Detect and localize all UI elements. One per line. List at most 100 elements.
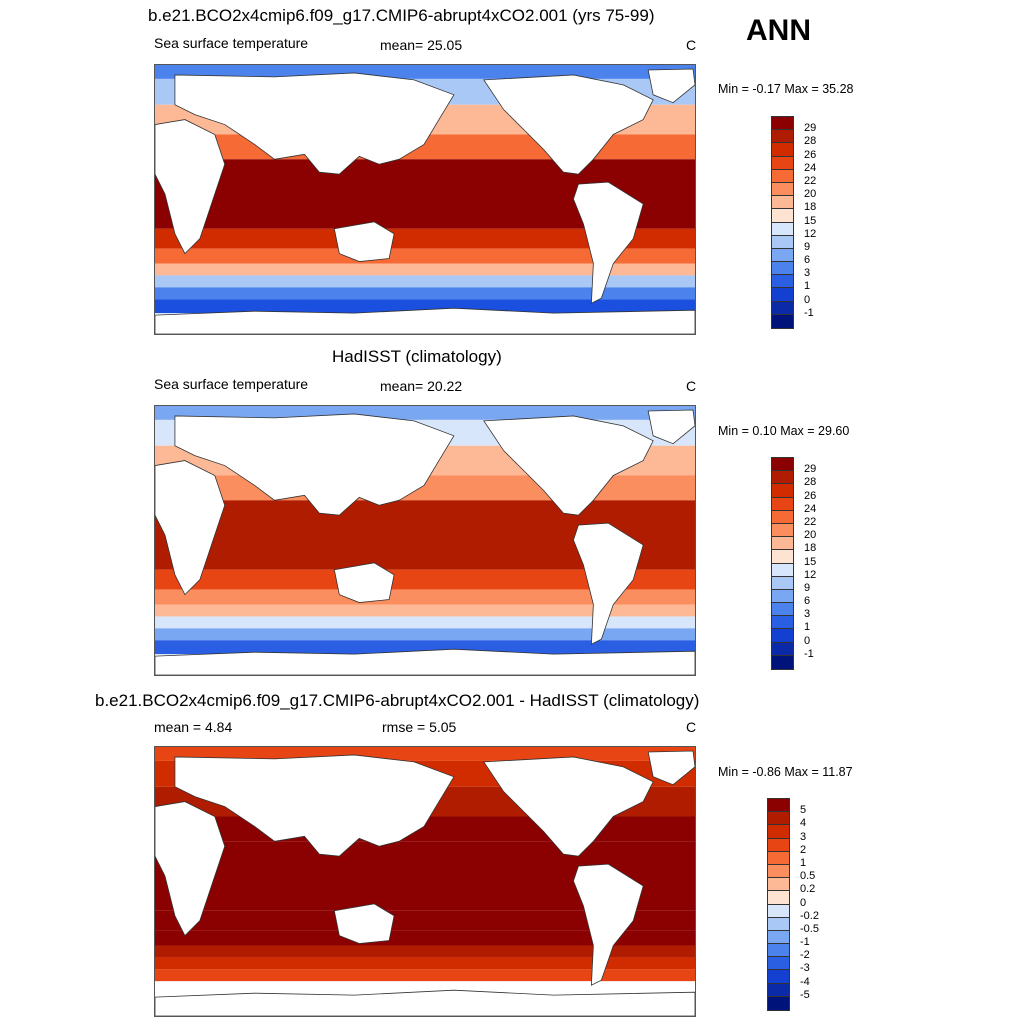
landmass bbox=[155, 648, 695, 675]
colorbar-swatch bbox=[768, 944, 789, 958]
colorbar-tick-label: 9 bbox=[804, 581, 811, 594]
temperature-band bbox=[155, 969, 695, 982]
colorbar-tick-label: 29 bbox=[804, 122, 817, 135]
colorbar-tick-label: 12 bbox=[804, 227, 817, 240]
colorbar-tick-label: 26 bbox=[804, 489, 817, 502]
colorbar-swatch bbox=[772, 537, 793, 551]
colorbar-tick-label: 1 bbox=[804, 621, 811, 634]
colorbar-swatch bbox=[772, 209, 793, 223]
colorbar-swatch bbox=[772, 222, 793, 236]
panel2-colorbar bbox=[771, 457, 794, 670]
panel1-mean-label: mean= 25.05 bbox=[380, 37, 463, 53]
colorbar-tick-label: 12 bbox=[804, 568, 817, 581]
colorbar-tick-label: 20 bbox=[804, 188, 817, 201]
landmass bbox=[155, 989, 695, 1016]
colorbar-swatch bbox=[772, 182, 793, 197]
colorbar-swatch bbox=[768, 825, 789, 839]
colorbar-swatch bbox=[768, 864, 789, 879]
panel3-minmax: Min = -0.86 Max = 11.87 bbox=[718, 765, 853, 779]
colorbar-tick-label: -0.5 bbox=[800, 922, 819, 935]
colorbar-swatch bbox=[772, 262, 793, 276]
landmass bbox=[573, 181, 644, 304]
landmass bbox=[155, 307, 695, 334]
temperature-band bbox=[155, 287, 695, 300]
landmass bbox=[647, 750, 695, 786]
colorbar-tick-label: 0 bbox=[804, 293, 811, 306]
colorbar-swatch bbox=[768, 851, 789, 865]
colorbar-swatch bbox=[772, 235, 793, 249]
landmass bbox=[174, 72, 455, 175]
colorbar-tick-label: 0 bbox=[804, 634, 811, 647]
temperature-band bbox=[155, 228, 695, 249]
panel1-title: b.e21.BCO2x4cmip6.f09_g17.CMIP6-abrupt4x… bbox=[148, 6, 655, 25]
landmass bbox=[174, 754, 455, 857]
colorbar-tick-label: 26 bbox=[804, 148, 817, 161]
colorbar-swatch bbox=[768, 891, 789, 905]
landmass bbox=[174, 413, 455, 516]
colorbar-tick-label: 5 bbox=[800, 804, 807, 817]
colorbar-swatch bbox=[772, 484, 793, 498]
colorbar-tick-label: 4 bbox=[800, 817, 807, 830]
panel3-map bbox=[154, 746, 696, 1017]
landmass bbox=[155, 119, 226, 255]
colorbar-tick-label: 15 bbox=[804, 214, 817, 227]
panel1-map bbox=[154, 64, 696, 335]
landmass bbox=[483, 756, 654, 857]
panel2-map bbox=[154, 405, 696, 676]
sst-field bbox=[155, 65, 695, 334]
colorbar-swatch bbox=[772, 301, 793, 315]
colorbar-swatch bbox=[772, 143, 793, 157]
temperature-band bbox=[155, 930, 695, 946]
panel2-units: C bbox=[686, 378, 697, 394]
panel1-variable-label: Sea surface temperature bbox=[154, 35, 309, 51]
colorbar-swatch bbox=[772, 288, 793, 302]
landmass bbox=[333, 221, 395, 262]
colorbar-swatch bbox=[768, 983, 789, 997]
temperature-band bbox=[155, 299, 695, 314]
colorbar-tick-label: 2 bbox=[800, 843, 807, 856]
colorbar-swatch bbox=[772, 169, 793, 183]
colorbar-swatch bbox=[772, 629, 793, 643]
temperature-band bbox=[155, 604, 695, 617]
colorbar-tick-label: -4 bbox=[800, 975, 810, 988]
temperature-band bbox=[155, 640, 695, 655]
colorbar-tick-label: -1 bbox=[800, 936, 810, 949]
colorbar-tick-label: 0.2 bbox=[800, 883, 816, 896]
temperature-band bbox=[155, 945, 695, 958]
sst-field bbox=[155, 747, 695, 1016]
panel2-title: HadISST (climatology) bbox=[332, 347, 502, 366]
colorbar-tick-label: 3 bbox=[804, 267, 811, 280]
landmass bbox=[573, 522, 644, 645]
colorbar-swatch bbox=[768, 970, 789, 984]
colorbar-tick-label: 28 bbox=[804, 135, 817, 148]
sst-field bbox=[155, 406, 695, 675]
colorbar-swatch bbox=[772, 497, 793, 511]
colorbar-tick-label: 22 bbox=[804, 515, 817, 528]
colorbar-tick-label: 1 bbox=[804, 280, 811, 293]
temperature-band bbox=[155, 248, 695, 264]
season-label: ANN bbox=[746, 14, 811, 47]
colorbar-swatch bbox=[772, 550, 793, 564]
colorbar-swatch bbox=[772, 458, 793, 472]
colorbar-swatch bbox=[772, 510, 793, 524]
temperature-band bbox=[155, 910, 695, 931]
colorbar-swatch bbox=[772, 523, 793, 538]
temperature-band bbox=[155, 628, 695, 641]
panel3-title: b.e21.BCO2x4cmip6.f09_g17.CMIP6-abrupt4x… bbox=[95, 691, 700, 710]
colorbar-swatch bbox=[772, 156, 793, 170]
colorbar-swatch bbox=[768, 838, 789, 852]
colorbar-tick-label: 6 bbox=[804, 595, 811, 608]
panel1-units: C bbox=[686, 37, 697, 53]
colorbar-swatch bbox=[772, 655, 793, 669]
colorbar-tick-label: 24 bbox=[804, 161, 817, 174]
colorbar-tick-label: 1 bbox=[800, 856, 807, 869]
colorbar-swatch bbox=[768, 812, 789, 826]
colorbar-tick-label: 15 bbox=[804, 555, 817, 568]
colorbar-tick-label: -1 bbox=[804, 306, 814, 319]
colorbar-swatch bbox=[772, 196, 793, 210]
colorbar-tick-label: -3 bbox=[800, 962, 810, 975]
temperature-band bbox=[155, 589, 695, 605]
colorbar-swatch bbox=[768, 799, 789, 813]
colorbar-swatch bbox=[768, 957, 789, 971]
colorbar-tick-label: -2 bbox=[800, 949, 810, 962]
